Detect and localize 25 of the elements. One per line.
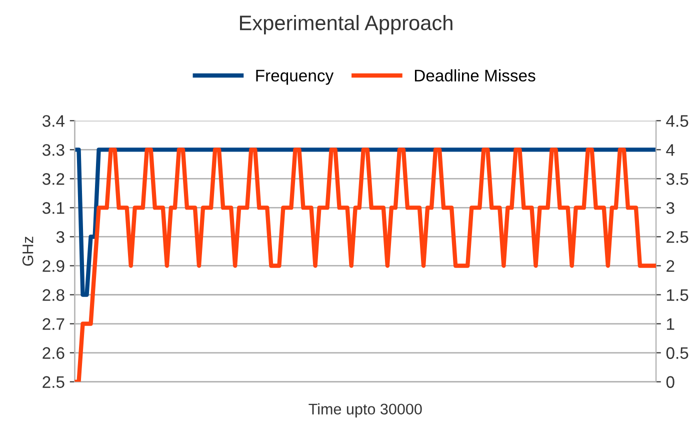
y-tick-label: 2.9 [42, 260, 64, 272]
y-tick-label: 2.7 [42, 318, 64, 330]
y-tick-label: 3.1 [42, 202, 64, 214]
y2-tick-label: 1 [667, 318, 674, 330]
y2-tick-label: 4.5 [666, 115, 688, 127]
y2-tick-label: 0.5 [666, 347, 688, 359]
y2-tick-label: 3 [666, 202, 674, 214]
y-tick-label: 3 [56, 231, 64, 243]
y2-tick-label: 0 [666, 376, 674, 388]
y-tick-label: 2.8 [42, 289, 64, 301]
y-tick-label: 3.3 [42, 144, 64, 156]
y-axis-title: GHz [22, 236, 34, 266]
legend-label: Deadline Misses [414, 69, 536, 82]
y2-tick-label: 3.5 [666, 173, 688, 185]
y2-tick-label: 2.5 [666, 231, 688, 243]
x-axis-title: Time upto 30000 [308, 403, 422, 418]
legend-label: Frequency [256, 70, 334, 85]
y2-tick-label: 1.5 [667, 289, 688, 301]
y2-tick-label: 2 [666, 260, 674, 272]
y-tick-label: 2.5 [42, 376, 64, 388]
y-tick-label: 3.2 [42, 173, 64, 185]
y-tick-label: 2.6 [42, 347, 64, 359]
chart-title: Experimental Approach [240, 14, 452, 34]
y-tick-label: 3.4 [42, 115, 65, 127]
y2-tick-label: 4 [666, 144, 675, 156]
